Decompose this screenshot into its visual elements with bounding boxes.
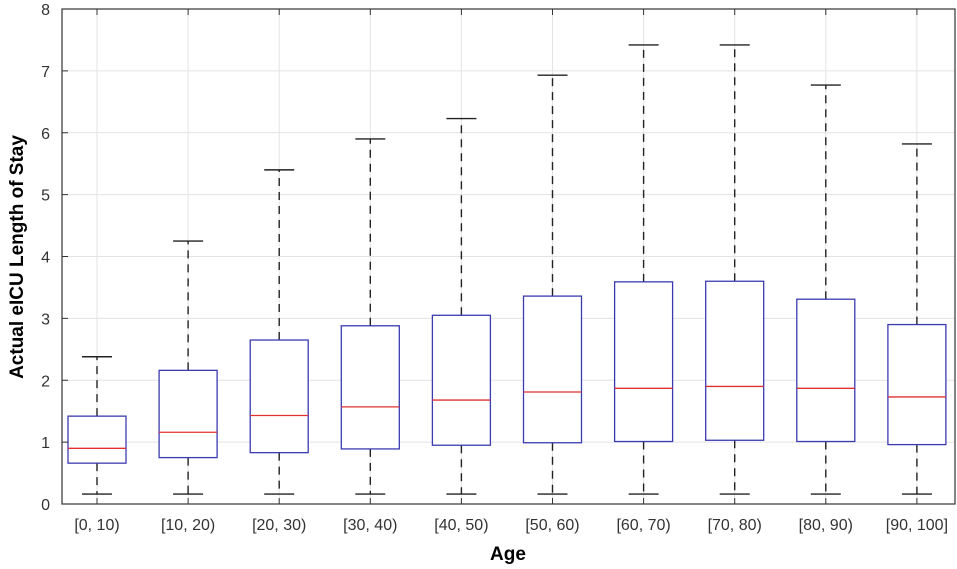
iqr-box xyxy=(613,281,674,443)
y-tick-label: 2 xyxy=(41,373,50,390)
y-tick-label: 0 xyxy=(41,497,50,514)
box-6 xyxy=(613,44,674,495)
y-axis-label: Actual eICU Length of Stay xyxy=(7,135,28,379)
x-tick-label: [30, 40) xyxy=(343,517,397,534)
boxes xyxy=(67,44,947,495)
iqr-box xyxy=(249,339,309,454)
x-tick-label: [40, 50) xyxy=(434,517,488,534)
plot-frame xyxy=(61,8,956,505)
iqr-box xyxy=(67,415,127,464)
y-tick-label: 6 xyxy=(41,126,50,143)
box-8 xyxy=(796,84,856,495)
box-0 xyxy=(67,356,127,495)
x-axis-label: Age xyxy=(490,544,526,565)
iqr-box xyxy=(340,325,400,450)
axes: 0 1 2 3 4 5 6 7 8 [0, 10) [10, 20) [20, 30) [30, 40)… xyxy=(41,2,956,534)
x-tick-label: [70, 80) xyxy=(708,517,762,534)
x-tick-label: [60, 70) xyxy=(616,517,670,534)
iqr-box xyxy=(158,369,218,459)
box-7 xyxy=(705,44,765,495)
y-tick-label: 8 xyxy=(41,2,50,19)
x-tick-label: [50, 60) xyxy=(525,517,579,534)
box-2 xyxy=(249,169,309,495)
x-tick-label: [10, 20) xyxy=(161,517,215,534)
x-tick-label: [90, 100] xyxy=(886,517,948,534)
y-tick-label: 7 xyxy=(41,64,50,81)
box-1 xyxy=(158,240,218,495)
iqr-box xyxy=(796,298,856,443)
iqr-box xyxy=(887,323,947,446)
x-tick-label: [0, 10) xyxy=(74,517,119,534)
y-tick-label: 5 xyxy=(41,188,50,205)
box-5 xyxy=(522,74,583,495)
box-9 xyxy=(887,143,947,495)
box-3 xyxy=(340,138,400,495)
x-tick-label: [80, 90) xyxy=(799,517,853,534)
y-tick-label: 3 xyxy=(41,311,50,328)
iqr-box xyxy=(705,280,765,441)
box-4 xyxy=(431,117,492,495)
x-tick-label: [20, 30) xyxy=(252,517,306,534)
y-tick-label: 1 xyxy=(41,435,50,452)
iqr-box xyxy=(431,314,492,446)
y-tick-label: 4 xyxy=(41,250,50,267)
iqr-box xyxy=(522,295,583,444)
